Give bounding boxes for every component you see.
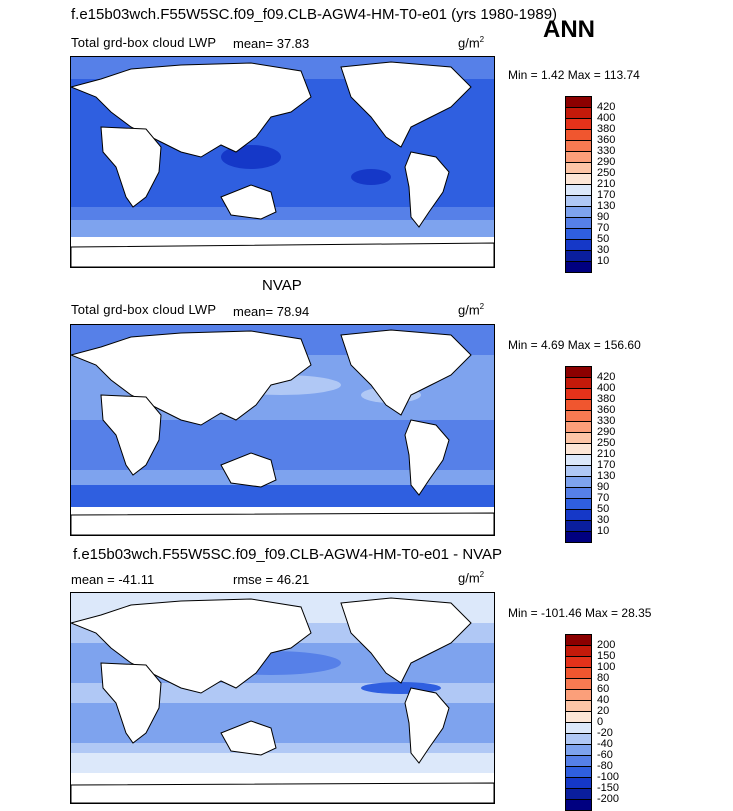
colorbar-tick-label: 20 [597, 705, 610, 717]
map-panel-nvap [70, 324, 495, 536]
main-title: f.e15b03wch.F55W5SC.f09_f09.CLB-AGW4-HM-… [71, 6, 558, 23]
colorbar-tick-label: 170 [597, 189, 616, 201]
colorbar-tick-label: 130 [597, 200, 616, 212]
panel2-variable: Total grd-box cloud LWP [71, 302, 217, 317]
map-model-svg [71, 57, 494, 267]
colorbar-tick-label: -150 [597, 782, 620, 794]
panel2-minmax: Min = 4.69 Max = 156.60 [508, 338, 641, 352]
colorbar-tick-label: 30 [597, 244, 610, 256]
colorbar-tick-label: -20 [597, 727, 613, 739]
panel1-units: g/m2 [458, 35, 485, 51]
colorbar-tick-label: 360 [597, 134, 616, 146]
colorbar-tick-label: 380 [597, 393, 616, 405]
colorbar-tick-label: 50 [597, 503, 610, 515]
colorbar-tick-label: -100 [597, 771, 620, 783]
colorbar-tick-label: -200 [597, 793, 620, 805]
colorbar-swatch [565, 799, 592, 811]
map-panel-model [70, 56, 495, 268]
panel1-variable: Total grd-box cloud LWP [71, 35, 217, 50]
panel3-units: g/m2 [458, 570, 485, 586]
colorbar-tick-label: 250 [597, 167, 616, 179]
colorbar-tick-label: 290 [597, 156, 616, 168]
colorbar-tick-label: 210 [597, 448, 616, 460]
colorbar-tick-label: 360 [597, 404, 616, 416]
colorbar-tick-label: 60 [597, 683, 610, 695]
colorbar-tick-label: -60 [597, 749, 613, 761]
colorbar-tick-label: 250 [597, 437, 616, 449]
colorbar-tick-label: 10 [597, 255, 610, 267]
map-diff-svg [71, 593, 494, 803]
colorbar-tick-label: 210 [597, 178, 616, 190]
colorbar-tick-label: 290 [597, 426, 616, 438]
colorbar-tick-label: 40 [597, 694, 610, 706]
panel3-rmse: rmse = 46.21 [233, 572, 310, 587]
map-panel-difference [70, 592, 495, 804]
colorbar-swatch [565, 531, 592, 543]
colorbar-tick-label: 170 [597, 459, 616, 471]
colorbar-tick-label: 420 [597, 371, 616, 383]
map-nvap-svg [71, 325, 494, 535]
colorbar-tick-label: 30 [597, 514, 610, 526]
colorbar-tick-label: 90 [597, 211, 610, 223]
colorbar-tick-label: 330 [597, 415, 616, 427]
season-label: ANN [543, 16, 595, 43]
colorbar-tick-label: 90 [597, 481, 610, 493]
panel2-heading: NVAP [262, 277, 302, 294]
panel3-heading: f.e15b03wch.F55W5SC.f09_f09.CLB-AGW4-HM-… [73, 546, 503, 563]
panel3-minmax: Min = -101.46 Max = 28.35 [508, 606, 652, 620]
colorbar-tick-label: 80 [597, 672, 610, 684]
colorbar-tick-label: 400 [597, 112, 616, 124]
panel1-mean: mean= 37.83 [233, 36, 310, 51]
panel2-mean: mean= 78.94 [233, 304, 310, 319]
colorbar-tick-label: 50 [597, 233, 610, 245]
colorbar-tick-label: 200 [597, 639, 616, 651]
colorbar-tick-label: 400 [597, 382, 616, 394]
colorbar-tick-label: 130 [597, 470, 616, 482]
colorbar-tick-label: 100 [597, 661, 616, 673]
panel1-minmax: Min = 1.42 Max = 113.74 [508, 68, 640, 82]
colorbar-tick-label: 330 [597, 145, 616, 157]
colorbar-tick-label: 10 [597, 525, 610, 537]
colorbar-tick-label: 420 [597, 101, 616, 113]
colorbar-tick-label: -40 [597, 738, 613, 750]
colorbar-tick-label: 70 [597, 492, 610, 504]
colorbar-tick-label: 380 [597, 123, 616, 135]
colorbar-tick-label: -80 [597, 760, 613, 772]
colorbar-tick-label: 0 [597, 716, 604, 728]
colorbar-tick-label: 70 [597, 222, 610, 234]
colorbar-tick-label: 150 [597, 650, 616, 662]
panel2-units: g/m2 [458, 302, 485, 318]
panel3-mean: mean = -41.11 [71, 572, 155, 587]
colorbar-swatch [565, 261, 592, 273]
